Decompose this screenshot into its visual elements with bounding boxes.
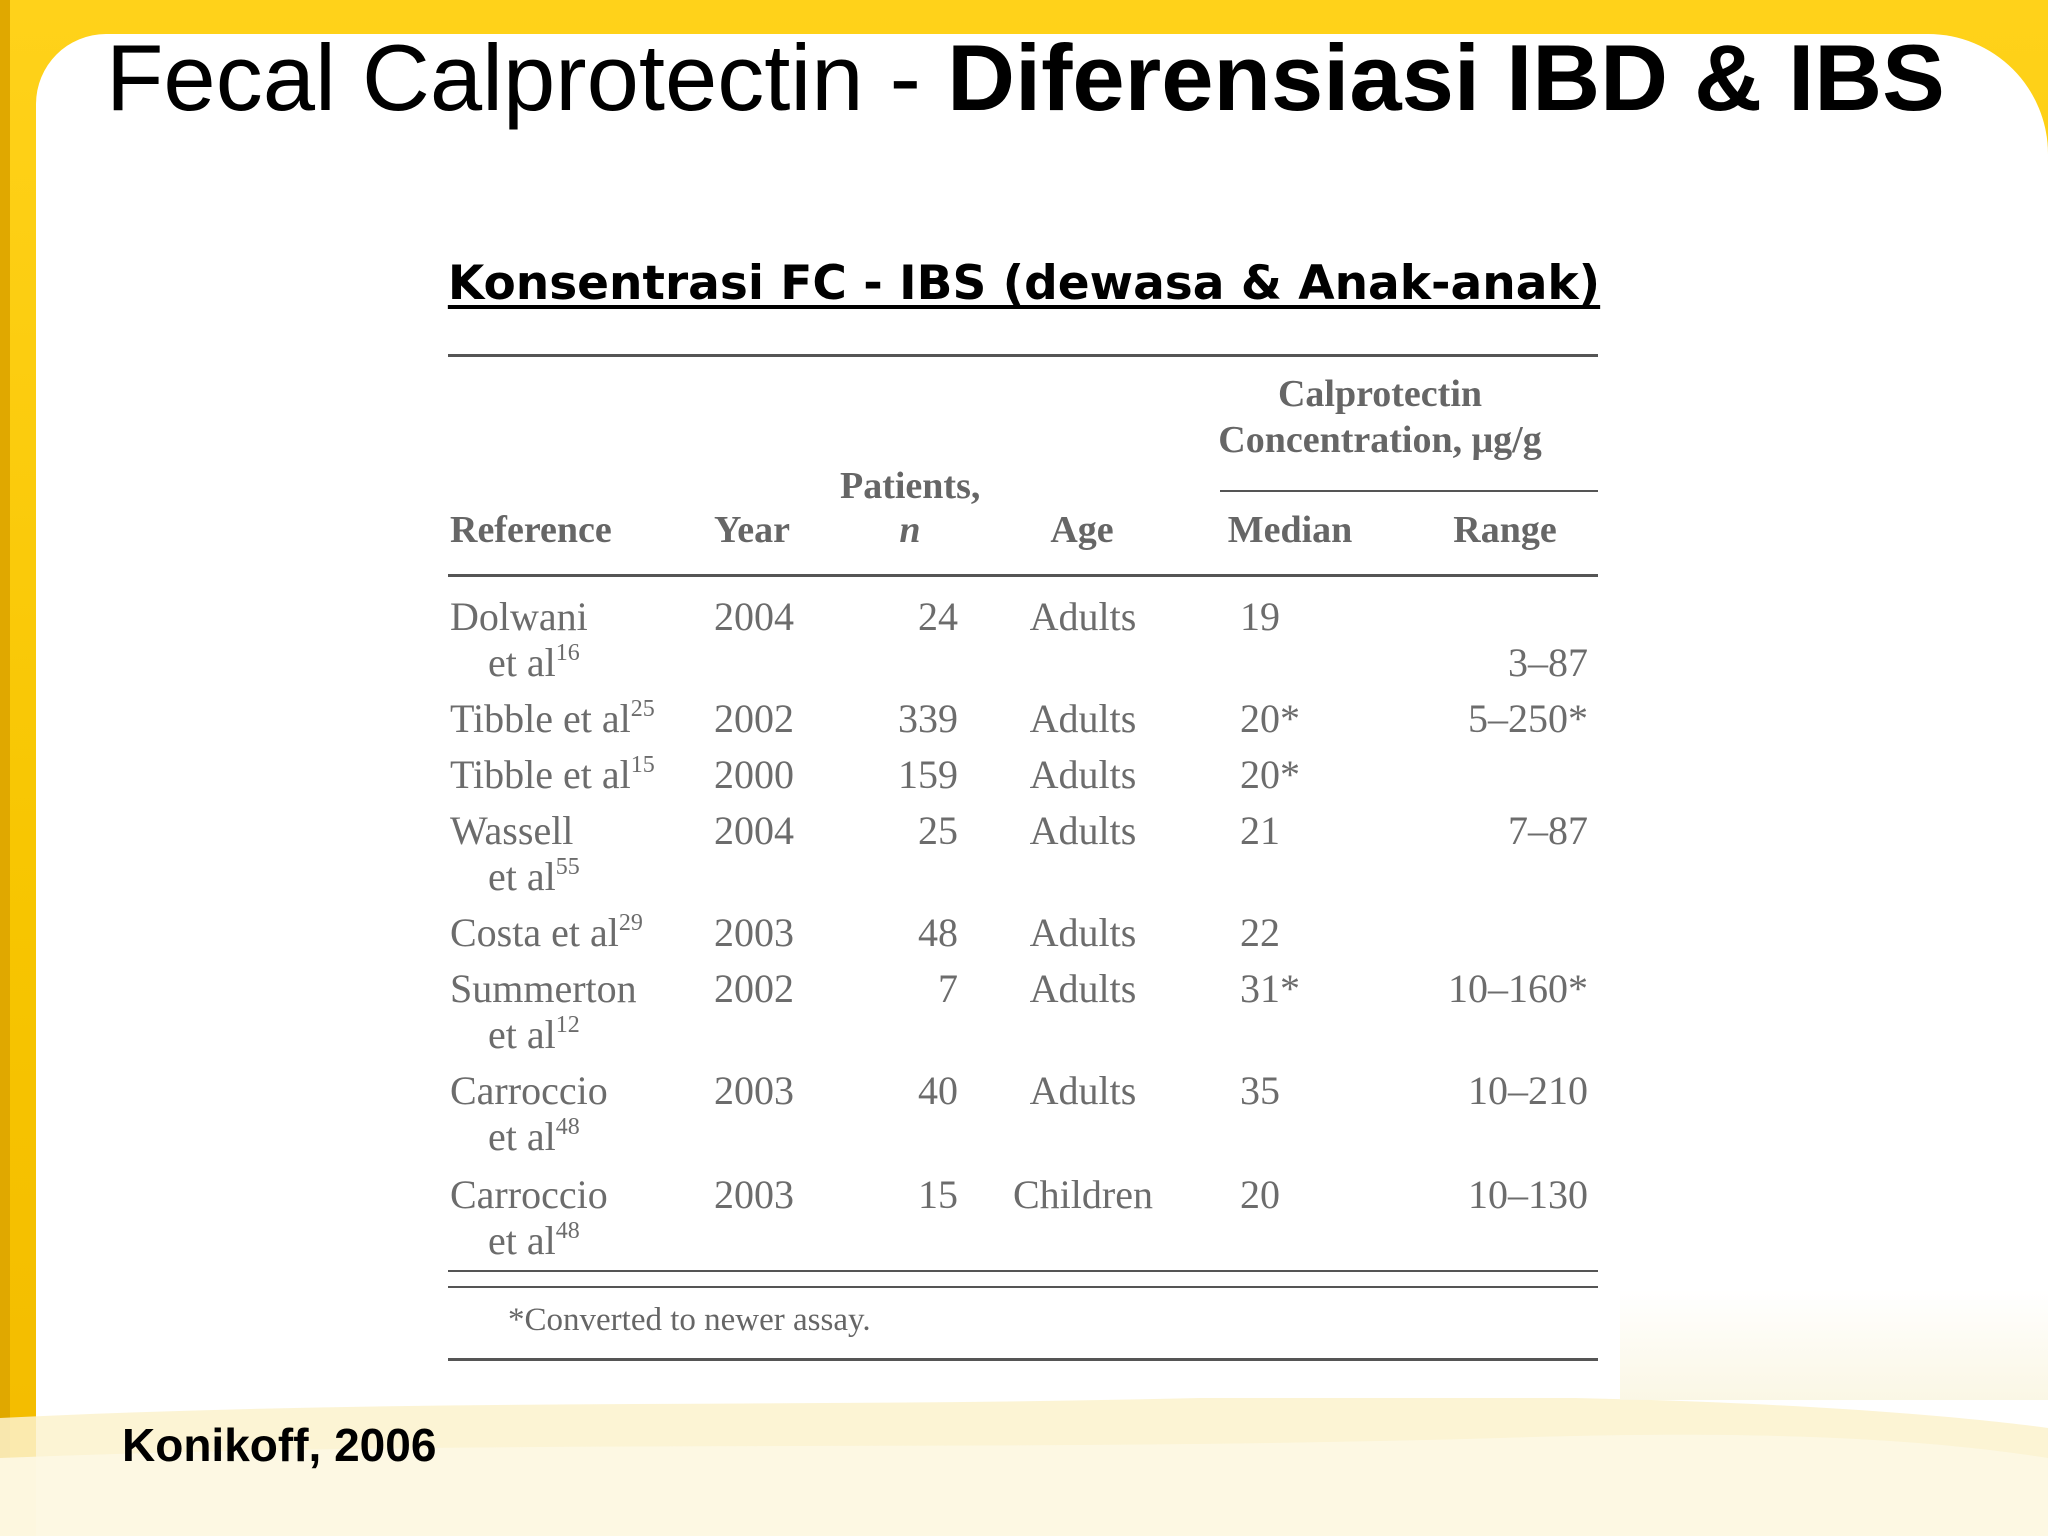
reference-line2: et al [488,1012,556,1057]
table-cell-median: 20* [1240,696,1300,741]
bottom-wave-decoration [0,1398,2048,1536]
table-cell-reference: Tibble et al15 [450,752,655,798]
table-cell-reference: Summerton et al12 [450,966,637,1058]
table-cell-age: Adults [1029,966,1137,1011]
table-cell-age: Adults [1029,752,1137,797]
col-header-median: Median [1227,509,1353,551]
table-cell-patients: 24 [918,594,958,639]
table-cell-patients: 48 [918,910,958,955]
table-cell-reference: Tibble et al25 [450,696,655,742]
table-cell-age: Adults [1029,808,1137,853]
table-cell-median: 22 [1240,910,1280,955]
table-cell-median: 20* [1240,752,1300,797]
table-cell-age: Adults [1029,1068,1137,1113]
reference-superscript: 12 [555,1012,580,1038]
table-end-rule-2 [448,1286,1598,1288]
table-cell-patients: 339 [898,696,958,741]
reference-line1: Dolwani [450,594,588,639]
table-end-rule-1 [448,1270,1598,1272]
table-cell-reference: Costa et al29 [450,910,643,956]
reference-line1: Tibble et al [450,752,631,797]
table-cell-age: Adults [1029,594,1137,639]
table-cell-range: 7–87 [1508,808,1588,853]
table-cell-patients: 159 [898,752,958,797]
col-header-patients-line1: Patients, [840,465,981,507]
title-regular: Fecal Calprotectin - [106,25,948,130]
reference-line1: Summerton [450,966,637,1011]
table-cell-median: 19 [1240,594,1280,639]
reference-line2: et al [488,1114,556,1159]
reference-line2: et al [488,854,556,899]
reference-line1: Costa et al [450,910,619,955]
table-cell-reference: Carroccio et al48 [450,1172,608,1264]
table-cell-year: 2003 [714,910,794,955]
table-cell-age: Children [1013,1172,1153,1217]
table-cell-reference: Wassell et al55 [450,808,580,900]
reference-line2: et al [488,640,556,685]
table-cell-patients: 15 [918,1172,958,1217]
table-footnote: *Converted to newer assay. [508,1302,871,1338]
slide-left-stripe [0,0,10,1536]
col-header-patients-line2: n [899,509,921,551]
table-cell-median: 20 [1240,1172,1280,1217]
col-header-year: Year [714,509,790,551]
source-citation: Konikoff, 2006 [122,1419,437,1471]
group-header-rule [1220,490,1598,492]
table-cell-year: 2000 [714,752,794,797]
table-cell-year: 2003 [714,1068,794,1113]
table-cell-median: 31* [1240,966,1300,1011]
table-cell-year: 2004 [714,594,794,639]
reference-line1: Tibble et al [450,696,631,741]
reference-line1: Carroccio [450,1172,608,1217]
panel-corner-fade [1620,1290,2048,1400]
table-cell-year: 2002 [714,696,794,741]
table-cell-patients: 25 [918,808,958,853]
table-cell-median: 35 [1240,1068,1280,1113]
table-cell-age: Adults [1029,910,1137,955]
group-header-line2: Concentration, μg/g [1218,419,1542,461]
table-cell-range: 3–87 [1508,640,1588,685]
col-header-range: Range [1453,509,1557,551]
table-cell-range: 10–160* [1448,966,1588,1011]
reference-line1: Carroccio [450,1068,608,1113]
table-cell-range: 5–250* [1468,696,1588,741]
table-subtitle: Konsentrasi FC - IBS (dewasa & Anak-anak… [447,256,1601,311]
col-header-reference: Reference [450,509,612,551]
group-header-line1: Calprotectin [1277,373,1483,415]
reference-superscript: 48 [555,1218,580,1244]
reference-superscript: 48 [555,1114,580,1140]
table-top-rule [448,354,1598,357]
table-cell-year: 2004 [714,808,794,853]
reference-line1: Wassell [450,808,574,853]
calprotectin-table: Calprotectin Concentration, μg/g Patient… [428,342,1620,1382]
table-cell-patients: 40 [918,1068,958,1113]
reference-superscript: 16 [555,640,580,666]
reference-line2: et al [488,1218,556,1263]
table-cell-age: Adults [1029,696,1137,741]
header-bottom-rule [448,574,1598,577]
slide-title: Fecal Calprotectin - Diferensiasi IBD & … [106,20,1986,136]
reference-superscript: 15 [630,752,655,778]
reference-superscript: 25 [630,696,655,722]
table-bottom-rule [448,1358,1598,1361]
table-cell-year: 2003 [714,1172,794,1217]
table-cell-range: 10–210 [1468,1068,1588,1113]
reference-superscript: 55 [555,854,580,880]
table-cell-median: 21 [1240,808,1280,853]
table-cell-reference: Carroccio et al48 [450,1068,608,1160]
table-cell-year: 2002 [714,966,794,1011]
reference-superscript: 29 [618,910,643,936]
col-header-age: Age [1050,509,1114,551]
title-bold: Diferensiasi IBD & IBS [947,25,1945,130]
table-cell-patients: 7 [938,966,958,1011]
table-cell-range: 10–130 [1468,1172,1588,1217]
table-cell-reference: Dolwani et al16 [450,594,588,686]
